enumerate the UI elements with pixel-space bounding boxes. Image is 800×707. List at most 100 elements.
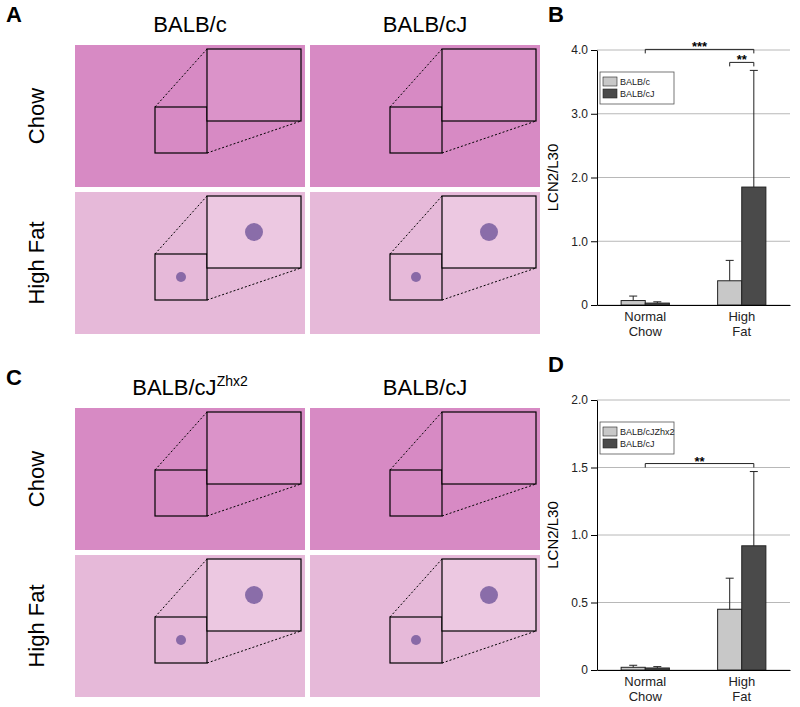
- zoom-guide: [207, 631, 301, 663]
- row-header: Chow: [24, 88, 49, 144]
- legend: BALB/cJZhx2BALB/cJ: [600, 422, 675, 454]
- x-tick-label-line: Normal: [624, 309, 666, 324]
- image-background: [75, 408, 305, 550]
- inflammatory-focus: [176, 635, 186, 645]
- y-tick-label: 3.0: [571, 107, 588, 121]
- row-header: High Fat: [24, 221, 49, 304]
- zoom-box: [155, 470, 207, 516]
- error-bar: [726, 260, 734, 280]
- error-cap: [726, 260, 734, 261]
- y-axis-title: LCN2/L30: [544, 144, 561, 212]
- y-tick-mark: [591, 400, 597, 401]
- y-axis: 0 1.0 2.0 3.0 4.0: [571, 43, 597, 312]
- column-header: BALB/cJ: [383, 375, 467, 400]
- y-tick-mark: [591, 50, 597, 51]
- y-tick-label: 0: [581, 298, 588, 312]
- zoom-inset: [207, 559, 301, 631]
- y-tick: 4.0: [571, 43, 597, 57]
- bar: [742, 187, 766, 305]
- x-tick-label: HighFat: [728, 674, 755, 704]
- y-tick-mark: [591, 305, 597, 306]
- zoom-guide: [390, 559, 442, 617]
- zoom-guide: [155, 196, 207, 254]
- error-stem: [729, 578, 730, 609]
- legend-box: [600, 422, 674, 454]
- significance-bracket: **: [645, 454, 754, 469]
- inflammatory-focus: [480, 586, 498, 604]
- error-bar: [726, 578, 734, 609]
- zoom-inset: [442, 559, 536, 631]
- error-cap: [750, 471, 758, 472]
- grid-line: [597, 535, 790, 536]
- grid: [597, 400, 790, 670]
- histology-image: [310, 192, 540, 334]
- y-tick: 1.0: [571, 235, 597, 249]
- zoom-inset: [442, 196, 536, 268]
- y-tick-label: 0.5: [571, 596, 588, 610]
- x-axis-line: [598, 670, 791, 671]
- y-tick-label: 0: [581, 663, 588, 677]
- zoom-guide: [207, 268, 301, 300]
- error-stem: [633, 296, 634, 300]
- x-tick-label: NormalChow: [624, 674, 666, 704]
- error-cap: [629, 665, 637, 666]
- row-header: High Fat: [24, 584, 49, 667]
- error-bar: [629, 665, 637, 667]
- chart-title: D: [548, 352, 564, 377]
- zoom-box: [155, 617, 207, 663]
- zoom-guide: [390, 49, 442, 107]
- legend-label: BALB/c: [620, 77, 651, 87]
- x-tick-label-line: High: [728, 309, 755, 324]
- y-tick: 0.5: [571, 596, 597, 610]
- image-background: [75, 192, 305, 334]
- zoom-guide: [207, 121, 301, 153]
- zoom-guide: [442, 121, 536, 153]
- panel-label: C: [6, 365, 22, 390]
- zoom-guide: [442, 268, 536, 300]
- significance-label: **: [737, 52, 748, 67]
- y-tick-label: 2.0: [571, 171, 588, 185]
- error-bar: [653, 302, 661, 303]
- column-header: BALB/c: [153, 12, 226, 37]
- zoom-box: [390, 254, 442, 300]
- zoom-box: [390, 107, 442, 153]
- y-tick-mark: [591, 114, 597, 115]
- significance-label: **: [694, 454, 705, 469]
- bar-chart: B01.02.03.04.0NormalChowHighFatLCN2/L30B…: [544, 2, 791, 339]
- inflammatory-focus: [411, 635, 421, 645]
- bar: [621, 301, 645, 305]
- zoom-inset: [207, 196, 301, 268]
- image-background: [310, 192, 540, 334]
- x-tick-label: NormalChow: [624, 309, 666, 339]
- y-tick-mark: [591, 535, 597, 536]
- bar-chart: D00.51.01.52.0NormalChowHighFatLCN2/L30B…: [544, 352, 791, 704]
- legend-swatch: [603, 89, 617, 98]
- x-tick-label-line: Fat: [732, 689, 751, 704]
- inflammatory-focus: [176, 272, 186, 282]
- error-stem: [729, 260, 730, 280]
- y-tick: 2.0: [571, 393, 597, 407]
- error-cap: [726, 578, 734, 579]
- zoom-guide: [155, 559, 207, 617]
- y-tick-mark: [591, 178, 597, 179]
- bar: [718, 609, 742, 670]
- legend: BALB/cBALB/cJ: [600, 72, 674, 104]
- significance-bracket: **: [730, 52, 754, 67]
- error-stem: [753, 70, 754, 187]
- panel-label: A: [6, 2, 22, 27]
- error-cap: [653, 301, 661, 302]
- inflammatory-focus: [245, 223, 263, 241]
- x-axis-line: [598, 305, 791, 306]
- error-cap: [653, 666, 661, 667]
- error-bar: [653, 667, 661, 668]
- error-bar: [750, 70, 758, 187]
- bar: [645, 303, 669, 305]
- image-background: [310, 408, 540, 550]
- histology-image: [310, 555, 540, 697]
- y-tick-mark: [591, 241, 597, 242]
- x-tick-label-line: Fat: [732, 324, 751, 339]
- histology-image: [75, 555, 305, 697]
- zoom-inset: [442, 49, 536, 121]
- legend-swatch: [603, 439, 617, 448]
- error-cap: [629, 296, 637, 297]
